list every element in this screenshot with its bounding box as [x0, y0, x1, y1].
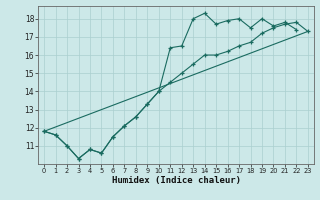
X-axis label: Humidex (Indice chaleur): Humidex (Indice chaleur)	[111, 176, 241, 185]
